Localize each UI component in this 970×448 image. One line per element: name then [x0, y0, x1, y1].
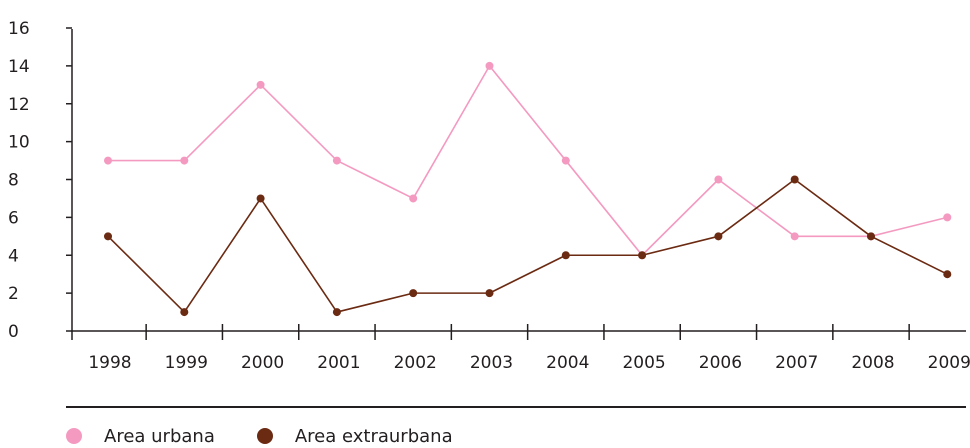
legend-divider	[66, 406, 966, 408]
y-tick-label: 6	[8, 208, 19, 228]
data-point	[867, 232, 875, 241]
data-point	[180, 308, 189, 317]
y-tick-label: 4	[8, 246, 19, 266]
data-point	[180, 156, 189, 165]
y-tick-label: 10	[8, 133, 30, 153]
x-tick-label: 2000	[241, 353, 284, 373]
x-tick-label: 2001	[317, 353, 360, 373]
y-tick-label: 16	[8, 19, 30, 39]
x-tick-label: 2007	[775, 353, 818, 373]
data-point	[409, 194, 418, 203]
data-point	[790, 232, 799, 241]
y-tick-label: 0	[8, 322, 19, 342]
x-tick-label: 2006	[699, 353, 742, 373]
series-line-1	[107, 178, 948, 313]
x-tick-label: 2008	[851, 353, 894, 373]
data-point	[561, 156, 570, 165]
legend-marker-extraurbana	[256, 428, 273, 444]
data-point	[256, 80, 265, 89]
y-tick-label: 14	[8, 57, 30, 77]
series-layer	[104, 61, 952, 317]
data-point	[790, 175, 799, 184]
data-point	[332, 308, 341, 317]
legend-label-extraurbana: Area extraurbana	[294, 425, 453, 447]
x-tick-label: 1999	[165, 353, 208, 373]
data-point	[561, 251, 570, 260]
data-point	[714, 175, 723, 184]
x-tick-label: 2002	[394, 353, 437, 373]
x-tick-label: 2003	[470, 353, 513, 373]
data-point	[104, 232, 112, 241]
x-axis-ticks: 1998 1999 2000 2001 2002 2003 2004 2005 2006 2007…	[71, 324, 970, 373]
data-point	[256, 194, 265, 203]
legend-item-urbana: Area urbana	[66, 426, 215, 447]
x-tick-label: 2009	[928, 353, 970, 373]
y-tick-label: 2	[8, 284, 19, 304]
series-line-0	[108, 65, 948, 257]
legend-label-urbana: Area urbana	[104, 425, 215, 447]
data-point	[485, 61, 494, 70]
legend-item-extraurbana: Area extraurbana	[256, 425, 453, 447]
data-point	[104, 156, 112, 165]
data-point	[485, 289, 494, 298]
x-tick-label: 2005	[622, 353, 665, 373]
legend-marker-urbana	[66, 428, 82, 444]
data-point	[943, 213, 952, 222]
data-point	[943, 270, 952, 279]
y-axis-ticks: 0 2 4 6 8 10 12 14 16	[8, 19, 72, 342]
data-point	[638, 251, 647, 260]
y-tick-label: 8	[8, 171, 19, 191]
y-tick-label: 12	[8, 95, 30, 115]
x-tick-label: 1998	[88, 353, 131, 373]
x-tick-label: 2004	[546, 353, 589, 373]
data-point	[332, 156, 341, 165]
data-point	[714, 232, 723, 241]
line-chart: 0 2 4 6 8 10 12 14 16 1998 1999 2000 2001 2002 2003 20…	[8, 19, 970, 373]
legend: Area urbana Area extraurbana	[66, 424, 495, 448]
data-point	[409, 289, 418, 298]
